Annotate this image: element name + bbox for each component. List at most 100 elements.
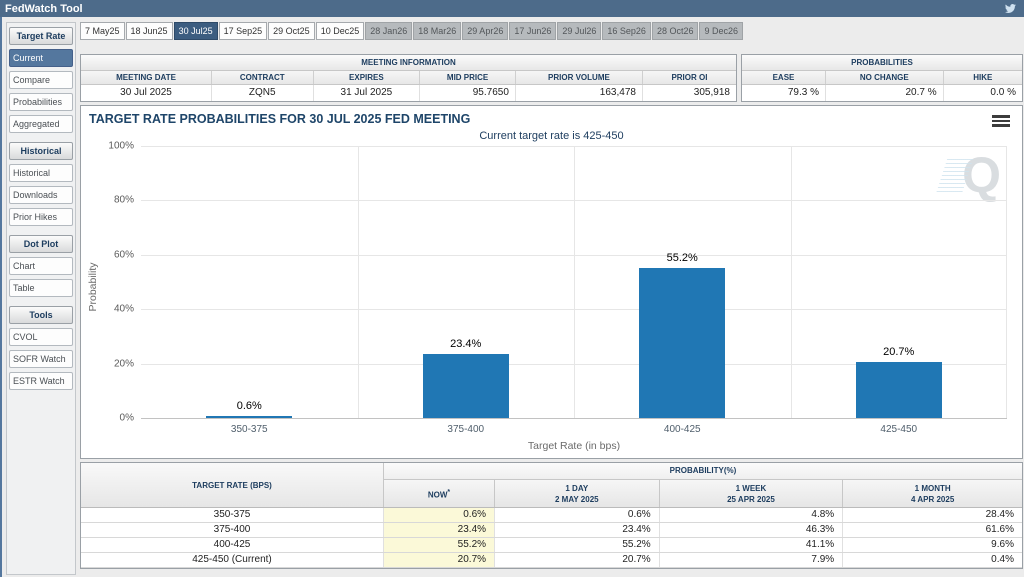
sidebar-item-downloads[interactable]: Downloads [9, 186, 73, 204]
y-tick-label: 0% [119, 412, 134, 424]
sidebar-item-table[interactable]: Table [9, 279, 73, 297]
app-title: FedWatch Tool [5, 2, 83, 15]
chart-panel: TARGET RATE PROBABILITIES FOR 30 JUL 202… [80, 105, 1023, 459]
bar-value-label: 23.4% [450, 338, 482, 351]
meeting-information-headers: MEETING DATE CONTRACT EXPIRES MID PRICE PRIO… [81, 71, 736, 85]
cell-month: 9.6% [991, 539, 1014, 550]
sidebar-item-chart[interactable]: Chart [9, 257, 73, 275]
mi-value-expires: 31 Jul 2025 [314, 85, 421, 101]
probabilities-summary-headers: EASE NO CHANGE HIKE [742, 71, 1022, 85]
bar-375-400[interactable] [422, 354, 509, 418]
meeting-date-tabs: 7 May25 18 Jun25 30 Jul25 17 Sep25 29 Oct25 1… [80, 22, 1023, 40]
cell-month: 28.4% [985, 509, 1014, 520]
x-axis-line [141, 418, 1007, 419]
gridline-v [790, 146, 792, 418]
bar-350-375[interactable] [206, 416, 293, 418]
x-axis-label: Target Rate (in bps) [527, 440, 621, 452]
probabilities-summary-title: PROBABILITIES [742, 55, 1022, 71]
mi-col-contract: CONTRACT [212, 71, 314, 84]
tab-29-oct25[interactable]: 29 Oct25 [268, 22, 315, 40]
chart-menu-icon[interactable] [992, 115, 1010, 129]
tab-28-jan26[interactable]: 28 Jan26 [365, 22, 413, 40]
cell-now: 55.2% [384, 538, 496, 552]
cell-rate: 400-425 [81, 538, 384, 552]
tab-18-mar26[interactable]: 18 Mar26 [413, 22, 462, 40]
cell-week: 7.9% [660, 553, 844, 567]
x-category-label: 375-400 [447, 424, 485, 435]
probability-column-headers: NOW* 1 DAY 2 MAY 2025 1 WEEK 25 APR 2025 1 MO… [384, 480, 1022, 507]
tab-28-oct26[interactable]: 28 Oct26 [651, 22, 699, 40]
y-axis-label: Probability [87, 262, 99, 312]
sidebar-item-estr-watch[interactable]: ESTR Watch [9, 372, 73, 390]
bar-chart-plot-area: Q 0% 20% 40% 60% 80% 100% 0.6% 350-375 23.4% 375-… [108, 141, 1007, 435]
mi-col-meeting-date: MEETING DATE [81, 71, 212, 84]
app-header: FedWatch Tool [0, 0, 1024, 17]
meeting-information-panel: MEETING INFORMATION MEETING DATE CONTRACT… [80, 54, 737, 102]
meeting-information-title: MEETING INFORMATION [81, 55, 736, 71]
cell-now: 20.7% [384, 553, 496, 567]
cell-day: 20.7% [495, 553, 660, 567]
quikstrike-watermark: Q [936, 150, 1001, 200]
tab-17-jun26[interactable]: 17 Jun26 [509, 22, 557, 40]
prob-col-1-week: 1 WEEK 25 APR 2025 [660, 480, 844, 507]
bar-400-425[interactable] [639, 267, 726, 418]
sidebar-item-sofr-watch[interactable]: SOFR Watch [9, 350, 73, 368]
tab-7-may25[interactable]: 7 May25 [80, 22, 125, 40]
tab-30-jul25[interactable]: 30 Jul25 [173, 22, 218, 40]
cell-now: 0.6% [384, 508, 496, 522]
tab-10-dec25[interactable]: 10 Dec25 [315, 22, 365, 40]
twitter-icon[interactable] [1004, 3, 1018, 15]
mi-col-prior-volume: PRIOR VOLUME [516, 71, 643, 84]
cell-rate: 425-450 (Current) [81, 553, 384, 567]
gridline-v [1006, 146, 1007, 418]
mi-col-expires: EXPIRES [314, 71, 421, 84]
summary-tables-row: MEETING INFORMATION MEETING DATE CONTRACT… [80, 54, 1023, 102]
probability-table-rows: 350-375 0.6% 0.6% 4.8% 28.4% 375-400 23.4% 23.4… [81, 508, 1022, 568]
mi-col-mid-price: MID PRICE [420, 71, 516, 84]
tab-9-dec26[interactable]: 9 Dec26 [699, 22, 744, 40]
y-tick-label: 20% [113, 358, 134, 370]
table-row-400-425: 400-425 55.2% 55.2% 41.1% 9.6% [81, 538, 1022, 553]
sidebar-item-prior-hikes[interactable]: Prior Hikes [9, 208, 73, 226]
bar-value-label: 0.6% [236, 400, 262, 412]
tab-18-jun25[interactable]: 18 Jun25 [125, 22, 173, 40]
probability-group-header: PROBABILITY(%) [384, 463, 1022, 480]
sidebar-nav: Target Rate Current Compare Probabilities Ag… [6, 22, 76, 575]
ps-value-ease: 79.3 % [742, 85, 826, 101]
bar-value-label: 20.7% [883, 345, 915, 358]
chart-subtitle: Current target rate is 425-450 [479, 130, 624, 142]
gridline-v [357, 146, 359, 418]
mi-value-meeting-date: 30 Jul 2025 [81, 85, 212, 101]
ps-col-hike: HIKE [973, 73, 993, 82]
mi-value-prior-volume: 163,478 [516, 85, 643, 101]
prob-col-1-month: 1 MONTH 4 APR 2025 [910, 483, 955, 504]
x-category-label: 425-450 [880, 424, 918, 435]
tab-17-sep25[interactable]: 17 Sep25 [218, 22, 268, 40]
sidebar-item-historical[interactable]: Historical [9, 164, 73, 182]
tab-29-apr26[interactable]: 29 Apr26 [462, 22, 509, 40]
main-content: 7 May25 18 Jun25 30 Jul25 17 Sep25 29 Oct25 1… [80, 22, 1023, 577]
mi-value-mid-price: 95.7650 [420, 85, 516, 101]
bar-425-450[interactable] [855, 361, 942, 418]
mi-col-prior-oi: PRIOR OI [671, 73, 708, 82]
cell-day: 0.6% [495, 508, 660, 522]
sidebar-item-probabilities[interactable]: Probabilities [9, 93, 73, 111]
prob-col-1-day: 1 DAY 2 MAY 2025 [495, 480, 660, 507]
cell-rate: 350-375 [81, 508, 384, 522]
sidebar-section-tools: Tools [9, 306, 73, 324]
tab-16-sep26[interactable]: 16 Sep26 [602, 22, 651, 40]
y-tick-label: 60% [113, 249, 134, 261]
prob-col-now: NOW* [384, 480, 495, 507]
y-tick-label: 100% [108, 140, 134, 152]
sidebar-item-current[interactable]: Current [9, 49, 73, 67]
y-tick-label: 80% [113, 194, 134, 206]
table-row-350-375: 350-375 0.6% 0.6% 4.8% 28.4% [81, 508, 1022, 523]
sidebar-item-compare[interactable]: Compare [9, 71, 73, 89]
sidebar-item-aggregated[interactable]: Aggregated [9, 115, 73, 133]
cell-week: 46.3% [660, 523, 844, 537]
y-tick-label: 40% [113, 303, 134, 315]
tab-29-jul26[interactable]: 29 Jul26 [557, 22, 602, 40]
sidebar-item-cvol[interactable]: CVOL [9, 328, 73, 346]
mi-value-prior-oi: 305,918 [693, 87, 730, 98]
